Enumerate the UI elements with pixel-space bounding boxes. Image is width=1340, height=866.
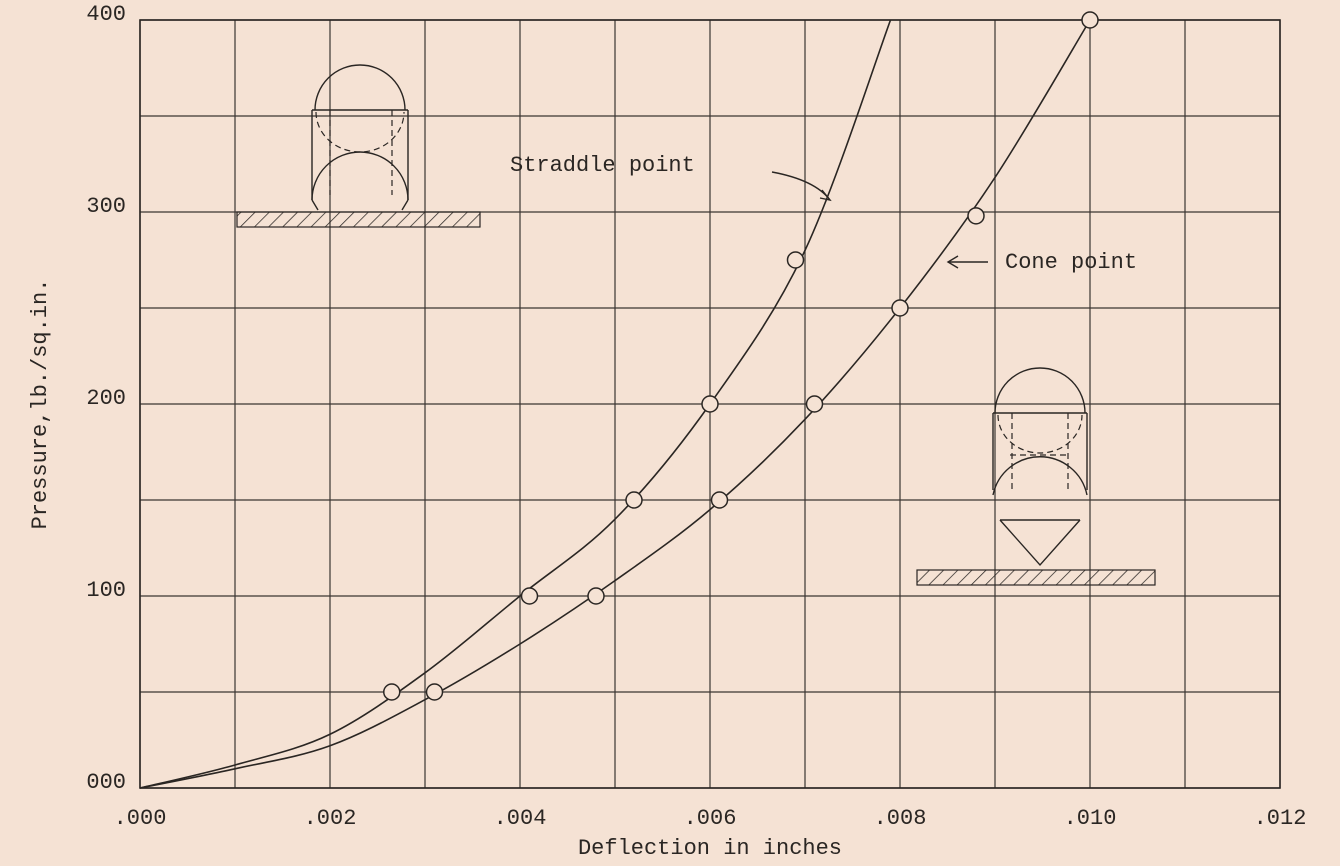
data-point [625,491,643,509]
y-axis-label: Pressure,lb./sq.in. [28,279,53,530]
x-tick-label: .002 [304,806,357,831]
y-tick-label: 100 [86,578,126,603]
x-tick-label: .006 [684,806,737,831]
curve [139,19,1091,789]
x-tick-label: .008 [874,806,927,831]
data-point [701,395,719,413]
x-axis-label: Deflection in inches [578,836,842,861]
annotation-arrowhead [946,255,959,269]
series-label: Cone point [1005,250,1137,275]
annotation-arrow [771,171,831,201]
curve [139,19,892,789]
x-tick-label: .012 [1254,806,1307,831]
data-point [383,683,401,701]
data-point [1081,11,1099,29]
cone-sketch [916,367,1156,586]
data-point [710,491,729,509]
y-tick-label: 400 [86,2,126,27]
data-point [520,587,539,605]
data-point [967,207,985,225]
series-label: Straddle point [510,153,695,178]
data-point [425,683,444,701]
x-tick-label: .004 [494,806,547,831]
data-point [805,395,824,413]
annotation-arrowhead [819,189,832,202]
x-tick-label: .000 [114,806,167,831]
data-point [891,299,909,317]
y-tick-label: 200 [86,386,126,411]
x-tick-label: .010 [1064,806,1117,831]
data-point [587,587,605,605]
data-point [786,251,805,269]
plot-frame [139,19,1281,789]
y-tick-label: 300 [86,194,126,219]
y-tick-label: 000 [86,770,126,795]
straddle-sketch [236,64,481,228]
